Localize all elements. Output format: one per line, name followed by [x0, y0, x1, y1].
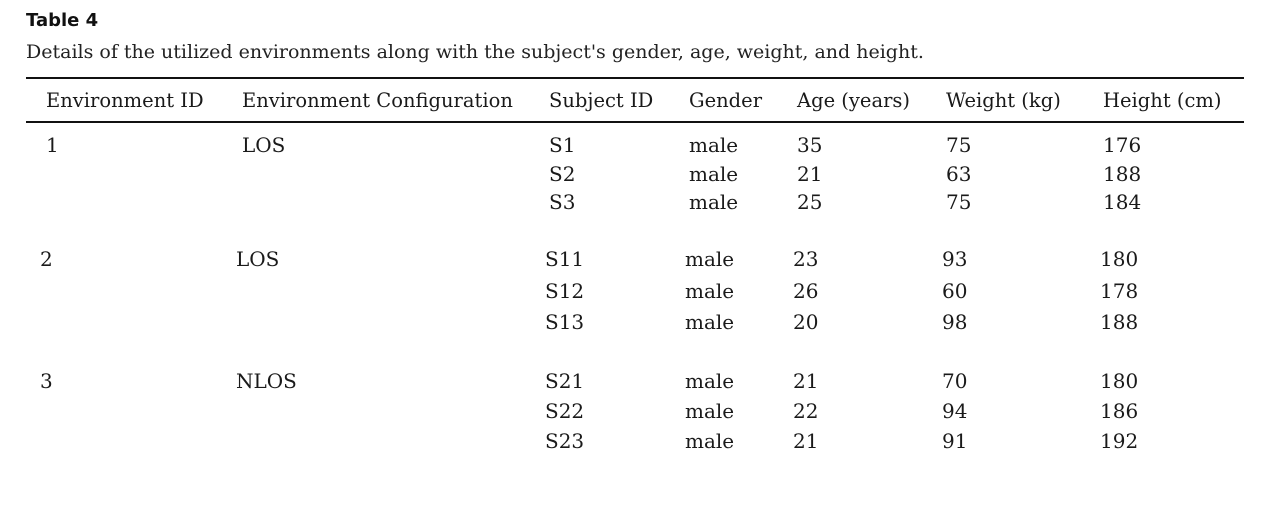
age-cell: 35 — [797, 133, 823, 157]
weight-cell: 91 — [942, 429, 968, 453]
subject-id-cell: S2 — [549, 161, 576, 186]
weight-cell: 98 — [942, 310, 968, 334]
subject-id-cell: S13 — [545, 310, 585, 334]
subject-id-cell: S21 — [545, 369, 585, 393]
subject-id-cell: S3 — [549, 190, 576, 214]
age-cell: 21 — [797, 161, 823, 186]
header-environment-configuration: Environment Configuration — [242, 89, 513, 112]
table-top-rule — [26, 77, 1244, 79]
age-cell: 21 — [793, 429, 819, 453]
environment-configuration-cell: LOS — [236, 247, 280, 271]
gender-cell: male — [689, 161, 739, 186]
environment-configuration-cell: NLOS — [236, 369, 297, 393]
weight-cell: 63 — [946, 161, 972, 186]
header-environment-id: Environment ID — [46, 89, 204, 112]
age-cell: 26 — [793, 278, 819, 303]
height-cell: 186 — [1100, 399, 1139, 423]
gender-cell: male — [685, 369, 735, 393]
environment-id-cell: 3 — [40, 369, 53, 393]
weight-cell: 75 — [946, 133, 972, 157]
environment-configuration-cell: LOS — [242, 133, 286, 157]
gender-cell: male — [685, 247, 735, 271]
age-cell: 21 — [793, 369, 819, 393]
table-caption-text: Details of the utilized environments alo… — [26, 41, 924, 63]
height-cell: 184 — [1103, 190, 1142, 214]
gender-cell: male — [685, 429, 735, 453]
environment-id-cell: 2 — [40, 247, 53, 271]
table-header-rule — [26, 121, 1244, 123]
subject-id-cell: S22 — [545, 399, 585, 423]
weight-cell: 93 — [942, 247, 968, 271]
header-height: Height (cm) — [1103, 89, 1222, 112]
height-cell: 188 — [1100, 310, 1139, 334]
height-cell: 176 — [1103, 133, 1142, 157]
gender-cell: male — [685, 399, 735, 423]
weight-cell: 60 — [942, 278, 968, 303]
age-cell: 25 — [797, 190, 823, 214]
height-cell: 180 — [1100, 247, 1139, 271]
subject-id-cell: S1 — [549, 133, 576, 157]
height-cell: 180 — [1100, 369, 1139, 393]
age-cell: 22 — [793, 399, 819, 423]
header-weight: Weight (kg) — [946, 89, 1061, 112]
height-cell: 192 — [1100, 429, 1139, 453]
weight-cell: 94 — [942, 399, 968, 423]
environment-id-cell: 1 — [46, 133, 59, 157]
header-age: Age (years) — [797, 89, 911, 112]
gender-cell: male — [689, 133, 739, 157]
height-cell: 178 — [1100, 278, 1139, 303]
weight-cell: 70 — [942, 369, 968, 393]
table-caption-label: Table 4 — [26, 10, 99, 31]
gender-cell: male — [689, 190, 739, 214]
gender-cell: male — [685, 278, 735, 303]
gender-cell: male — [685, 310, 735, 334]
subject-id-cell: S12 — [545, 278, 585, 303]
height-cell: 188 — [1103, 161, 1142, 186]
age-cell: 20 — [793, 310, 819, 334]
header-gender: Gender — [689, 89, 763, 112]
weight-cell: 75 — [946, 190, 972, 214]
age-cell: 23 — [793, 247, 819, 271]
subject-id-cell: S11 — [545, 247, 585, 271]
header-subject-id: Subject ID — [549, 89, 654, 112]
subject-id-cell: S23 — [545, 429, 585, 453]
